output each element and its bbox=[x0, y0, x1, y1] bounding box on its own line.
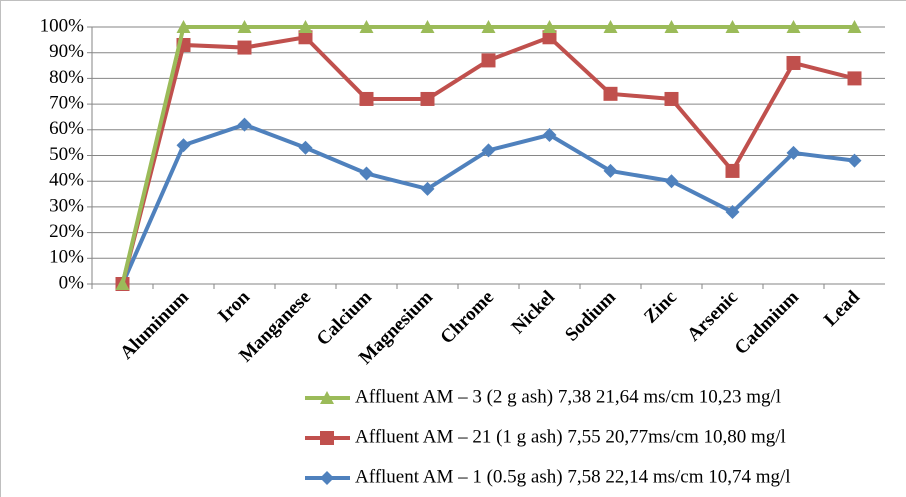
y-tick-label: 10% bbox=[49, 247, 84, 268]
marker bbox=[320, 391, 334, 404]
marker bbox=[320, 431, 334, 445]
y-tick-label: 40% bbox=[49, 170, 84, 191]
marker bbox=[725, 163, 740, 178]
marker bbox=[359, 166, 374, 181]
marker bbox=[237, 40, 252, 55]
y-tick-label: 60% bbox=[49, 118, 84, 139]
y-tick-label: 90% bbox=[49, 41, 84, 62]
marker bbox=[298, 30, 313, 45]
y-tick-label: 20% bbox=[49, 221, 84, 242]
marker bbox=[786, 145, 801, 160]
marker bbox=[320, 471, 334, 485]
marker bbox=[725, 20, 740, 33]
marker bbox=[786, 20, 801, 33]
marker bbox=[420, 181, 435, 196]
marker bbox=[847, 71, 862, 86]
legend-label: Affluent AM – 1 (0.5g ash) 7,58 22,14 ms… bbox=[355, 466, 791, 487]
marker bbox=[359, 20, 374, 33]
legend-label: Affluent AM – 3 (2 g ash) 7,38 21,64 ms/… bbox=[355, 386, 781, 407]
marker bbox=[664, 20, 679, 33]
marker bbox=[786, 55, 801, 70]
marker bbox=[725, 205, 740, 220]
marker bbox=[176, 138, 191, 153]
marker bbox=[298, 140, 313, 155]
marker bbox=[176, 20, 191, 33]
legend-label: Affluent AM – 21 (1 g ash) 7,55 20,77ms/… bbox=[355, 426, 786, 447]
marker bbox=[420, 91, 435, 106]
y-tick-label: 0% bbox=[59, 272, 85, 293]
y-tick-label: 30% bbox=[49, 195, 84, 216]
marker bbox=[298, 20, 313, 33]
marker bbox=[542, 30, 557, 45]
marker bbox=[664, 91, 679, 106]
marker bbox=[481, 20, 496, 33]
marker bbox=[481, 53, 496, 68]
marker bbox=[603, 20, 618, 33]
marker bbox=[237, 20, 252, 33]
marker bbox=[603, 163, 618, 178]
y-tick-label: 100% bbox=[40, 15, 85, 36]
marker bbox=[359, 91, 374, 106]
marker bbox=[847, 20, 862, 33]
marker bbox=[481, 143, 496, 158]
y-tick-label: 80% bbox=[49, 67, 84, 88]
marker bbox=[847, 153, 862, 168]
marker bbox=[664, 174, 679, 189]
marker bbox=[115, 277, 130, 290]
y-tick-label: 50% bbox=[49, 144, 84, 165]
marker bbox=[603, 86, 618, 101]
marker bbox=[542, 127, 557, 142]
y-tick-label: 70% bbox=[49, 92, 84, 113]
marker bbox=[542, 20, 557, 33]
marker bbox=[420, 20, 435, 33]
marker bbox=[237, 117, 252, 132]
